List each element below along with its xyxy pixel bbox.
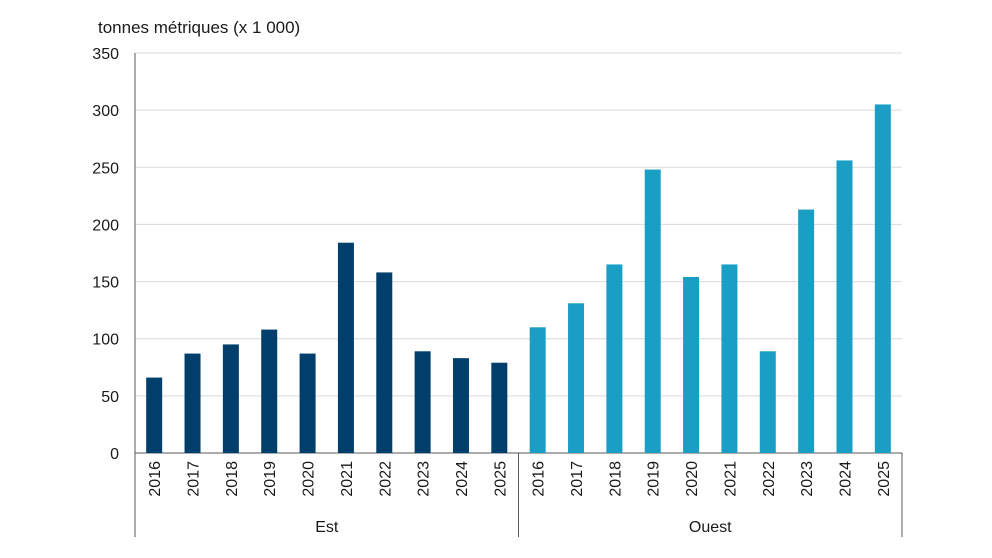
x-tick-label: 2016 [147,461,164,497]
x-tick-label: 2016 [531,461,548,497]
bar-est-2023 [414,351,431,453]
x-tick-label: 2019 [646,461,663,497]
x-tick-label: 2018 [607,461,624,497]
y-tick-label: 50 [101,389,119,406]
x-tick-label: 2025 [492,461,509,497]
y-tick-label: 150 [92,275,119,292]
x-tick-label: 2025 [876,461,893,497]
x-tick-label: 2017 [186,461,203,497]
x-tick-label: 2017 [569,461,586,497]
bar-ouest-2018 [606,264,623,453]
bar-est-2018 [222,344,239,453]
y-tick-label: 250 [92,160,119,177]
x-tick-label: 2019 [262,461,279,497]
y-axis-unit-label: tonnes métriques (x 1 000) [98,18,301,37]
bar-ouest-2020 [683,277,700,453]
x-tick-label: 2018 [224,461,241,497]
x-tick-label: 2021 [339,461,356,497]
group-label: Est [315,519,339,536]
group-label: Ouest [689,519,732,536]
y-tick-label: 100 [92,332,119,349]
bar-est-2017 [184,353,201,453]
x-tick-label: 2020 [684,461,701,497]
bar-est-2025 [491,362,508,453]
bar-est-2021 [337,242,354,453]
bar-est-2019 [261,329,278,453]
x-tick-label: 2023 [416,461,433,497]
bar-est-2020 [299,353,316,453]
bar-ouest-2016 [529,327,546,453]
y-tick-label: 300 [92,103,119,120]
y-tick-label: 0 [110,446,119,463]
x-tick-label: 2021 [722,461,739,497]
bar-ouest-2025 [874,104,891,453]
bar-ouest-2017 [568,303,585,453]
y-tick-label: 200 [92,217,119,234]
x-tick-label: 2024 [454,461,471,497]
bar-est-2022 [376,272,393,453]
x-tick-label: 2024 [837,461,854,497]
y-tick-label: 350 [92,46,119,63]
x-tick-label: 2022 [761,461,778,497]
bar-est-2024 [452,358,469,453]
bar-ouest-2019 [644,169,661,454]
x-tick-label: 2022 [377,461,394,497]
x-tick-label: 2023 [799,461,816,497]
bar-ouest-2021 [721,264,738,453]
bar-ouest-2024 [836,160,853,453]
bar-ouest-2023 [798,209,815,453]
x-tick-label: 2020 [301,461,318,497]
bar-est-2016 [146,377,163,453]
bar-ouest-2022 [759,351,776,453]
